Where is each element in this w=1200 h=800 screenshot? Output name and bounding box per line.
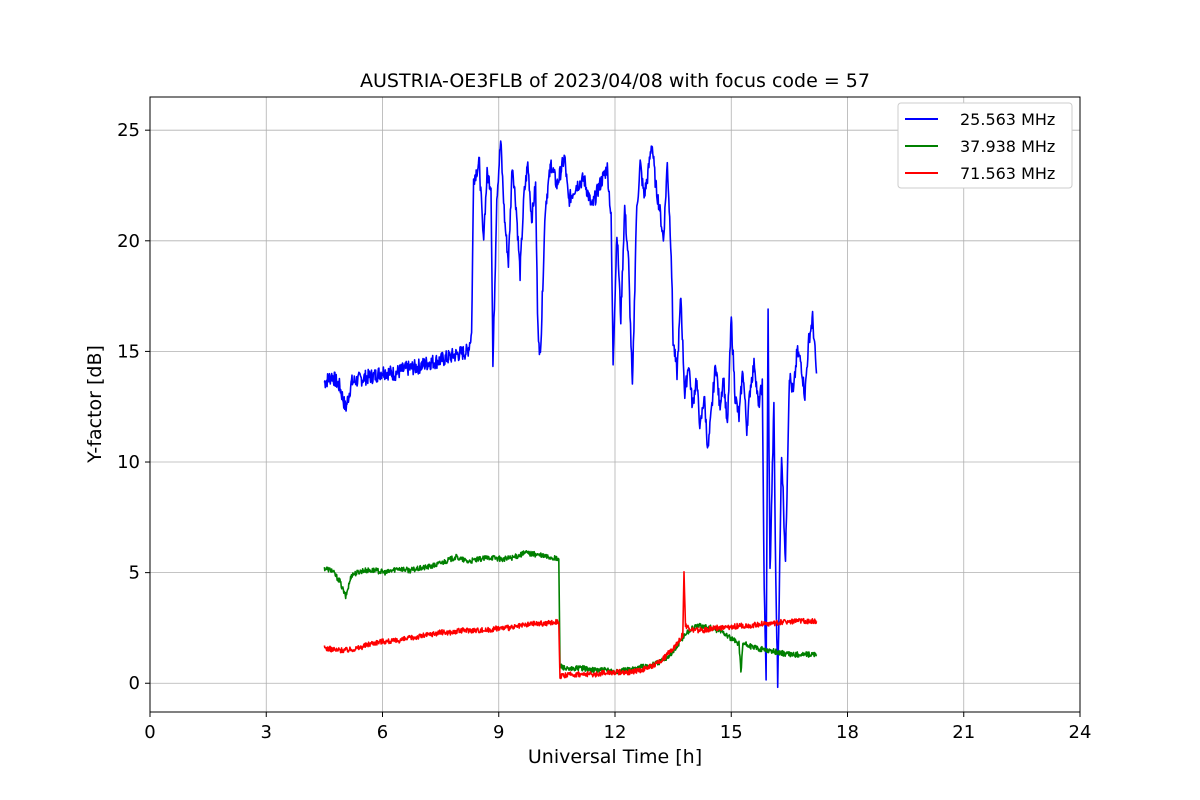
x-tick-label: 6 (377, 722, 388, 743)
y-tick-label: 0 (129, 673, 140, 694)
y-tick-label: 5 (129, 563, 140, 584)
x-tick-label: 15 (720, 722, 743, 743)
x-tick-label: 18 (836, 722, 859, 743)
y-tick-label: 25 (117, 120, 140, 141)
x-tick-label: 24 (1069, 722, 1092, 743)
chart-title: AUSTRIA-OE3FLB of 2023/04/08 with focus … (360, 70, 870, 92)
legend-label: 25.563 MHz (960, 110, 1055, 129)
series-group (323, 140, 818, 689)
legend-label: 37.938 MHz (960, 137, 1055, 156)
x-axis-label: Universal Time [h] (528, 746, 702, 768)
x-tick-label: 9 (493, 722, 504, 743)
grid (149, 97, 1081, 712)
legend-label: 71.563 MHz (960, 164, 1055, 183)
y-tick-label: 10 (117, 452, 140, 473)
legend: 25.563 MHz 37.938 MHz 71.563 MHz (897, 102, 1073, 189)
x-tick-label: 0 (144, 722, 155, 743)
y-tick-label: 15 (117, 341, 140, 362)
series-line-2 (323, 549, 818, 675)
legend-box (897, 102, 1073, 189)
y-axis-label: Y-factor [dB] (84, 345, 106, 464)
x-tick-label: 3 (261, 722, 272, 743)
series-line-3 (323, 570, 818, 680)
x-tick-label: 21 (952, 722, 975, 743)
series-line-1 (323, 140, 818, 689)
ticks: 0 3 6 9 12 15 18 21 24 0 5 10 15 20 25 (117, 120, 1091, 743)
x-tick-label: 12 (604, 722, 627, 743)
y-tick-label: 20 (117, 231, 140, 252)
